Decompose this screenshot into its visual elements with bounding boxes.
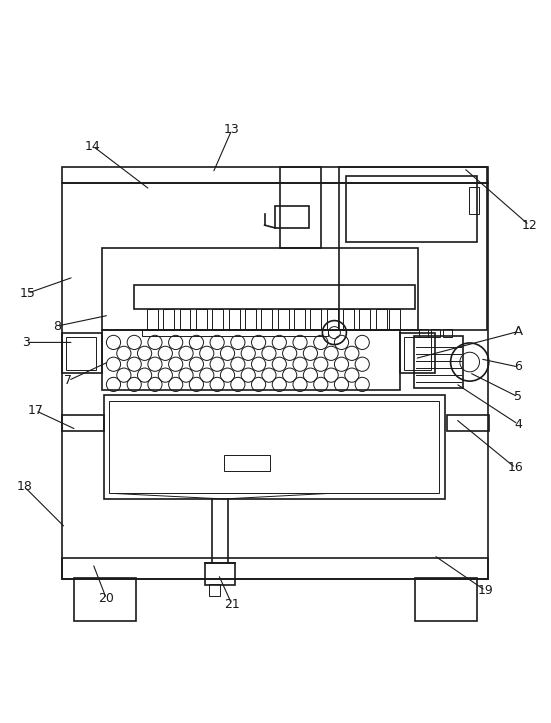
Bar bbox=[142, 329, 328, 336]
Bar bbox=[134, 285, 414, 309]
Bar bbox=[376, 309, 387, 330]
Text: 19: 19 bbox=[478, 584, 493, 597]
Text: 4: 4 bbox=[514, 418, 522, 431]
Bar bbox=[359, 309, 370, 330]
Text: 5: 5 bbox=[514, 390, 522, 403]
Bar bbox=[443, 329, 452, 337]
Bar bbox=[414, 336, 463, 388]
Bar bbox=[74, 578, 137, 620]
Text: 21: 21 bbox=[224, 598, 240, 611]
Bar bbox=[196, 309, 207, 330]
Bar bbox=[147, 309, 158, 330]
Bar bbox=[278, 309, 289, 330]
Bar bbox=[347, 176, 477, 241]
Bar bbox=[343, 309, 354, 330]
Bar bbox=[294, 309, 305, 330]
Bar bbox=[280, 167, 321, 247]
Text: 15: 15 bbox=[19, 287, 35, 300]
Text: 8: 8 bbox=[53, 320, 61, 333]
Bar bbox=[204, 563, 235, 585]
Bar bbox=[245, 309, 256, 330]
Bar bbox=[447, 415, 489, 432]
Bar bbox=[62, 415, 104, 432]
Bar bbox=[62, 167, 488, 183]
Text: 12: 12 bbox=[521, 218, 537, 231]
Bar bbox=[404, 337, 431, 369]
Bar bbox=[229, 309, 240, 330]
Bar bbox=[62, 333, 102, 374]
Bar bbox=[310, 309, 321, 330]
Bar bbox=[212, 309, 223, 330]
Bar bbox=[66, 337, 95, 369]
Bar bbox=[102, 330, 400, 390]
Text: 13: 13 bbox=[224, 123, 240, 136]
Bar bbox=[339, 167, 487, 330]
Bar bbox=[109, 401, 439, 494]
Bar bbox=[102, 248, 418, 330]
Text: 20: 20 bbox=[99, 592, 115, 605]
Text: 7: 7 bbox=[64, 374, 72, 387]
Bar bbox=[275, 206, 309, 228]
Bar bbox=[469, 187, 479, 214]
Bar bbox=[224, 455, 270, 471]
Text: 16: 16 bbox=[507, 461, 523, 474]
Bar bbox=[390, 309, 401, 330]
Bar bbox=[104, 395, 445, 499]
Text: 6: 6 bbox=[514, 361, 522, 374]
Text: 18: 18 bbox=[17, 481, 33, 494]
Bar bbox=[419, 329, 428, 337]
Bar bbox=[431, 329, 440, 337]
Bar bbox=[261, 309, 272, 330]
Bar bbox=[62, 558, 488, 578]
Bar bbox=[327, 309, 338, 330]
Bar bbox=[400, 333, 435, 374]
Text: 17: 17 bbox=[28, 404, 44, 417]
Text: A: A bbox=[514, 325, 523, 338]
Bar bbox=[180, 309, 191, 330]
Bar bbox=[62, 183, 488, 578]
Bar bbox=[209, 584, 220, 596]
Text: 14: 14 bbox=[85, 140, 101, 153]
Bar bbox=[163, 309, 174, 330]
Text: 3: 3 bbox=[21, 336, 30, 349]
Bar bbox=[414, 578, 477, 620]
